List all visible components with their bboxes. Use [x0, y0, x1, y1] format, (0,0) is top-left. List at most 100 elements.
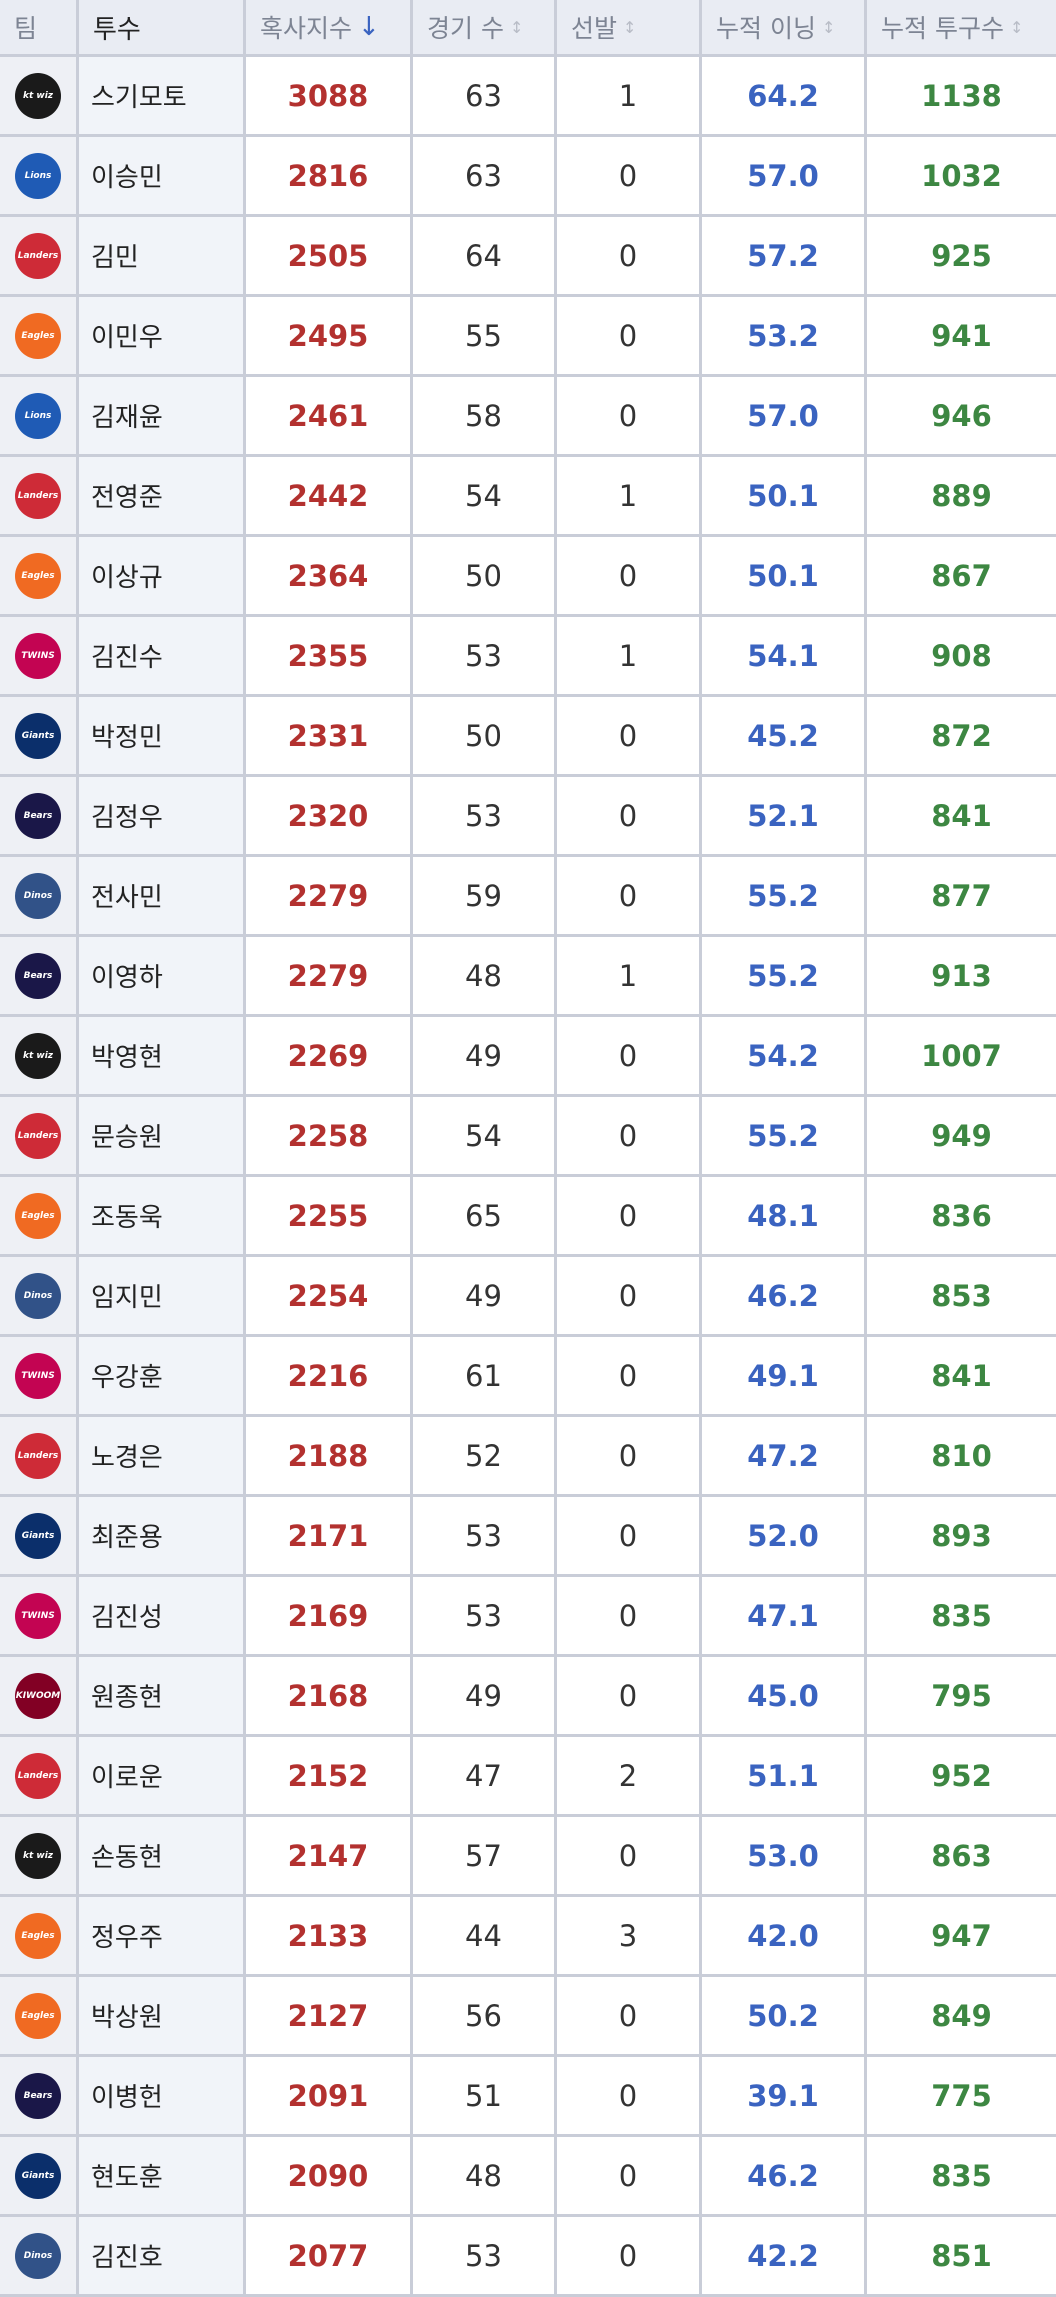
games: 49	[413, 1017, 557, 1094]
header-label: 경기 수	[427, 14, 504, 43]
team-logo: Lions	[15, 152, 61, 199]
team-cell: Landers	[0, 457, 79, 534]
team-cell: Giants	[0, 1497, 79, 1574]
innings: 45.0	[702, 1657, 867, 1734]
games: 54	[413, 1097, 557, 1174]
abuse-index: 2216	[246, 1337, 413, 1414]
pitcher-name: 김진호	[79, 2217, 246, 2294]
abuse-index: 2331	[246, 697, 413, 774]
abuse-index: 2505	[246, 217, 413, 294]
games: 57	[413, 1817, 557, 1894]
header-cell[interactable]: 혹사지수 ↓	[246, 0, 413, 54]
games: 53	[413, 2217, 557, 2294]
team-logo: Landers	[15, 472, 61, 519]
header-cell[interactable]: 선발 ↕	[557, 0, 702, 54]
starts: 0	[557, 1177, 702, 1254]
starts: 0	[557, 1577, 702, 1654]
header-cell: 팀	[0, 0, 79, 54]
abuse-index: 2255	[246, 1177, 413, 1254]
games: 53	[413, 617, 557, 694]
innings: 47.1	[702, 1577, 867, 1654]
team-cell: Landers	[0, 217, 79, 294]
pitcher-row: Eagles 이민우 2495 55 0 53.2 941	[0, 297, 1056, 377]
team-cell: kt wiz	[0, 57, 79, 134]
team-cell: Eagles	[0, 297, 79, 374]
pitches: 877	[931, 878, 992, 913]
team-cell: Landers	[0, 1097, 79, 1174]
games: 64	[413, 217, 557, 294]
games: 48	[413, 2137, 557, 2214]
games: 53	[413, 1497, 557, 1574]
games: 63	[413, 137, 557, 214]
sort-icon[interactable]: ↕	[1009, 17, 1024, 37]
pitcher-row: Eagles 이상규 2364 50 0 50.1 867	[0, 537, 1056, 617]
team-logo: Eagles	[15, 1912, 61, 1959]
games: 52	[413, 1417, 557, 1494]
sort-icon[interactable]: ↕	[509, 17, 524, 37]
team-logo: Eagles	[15, 1992, 61, 2039]
team-logo: TWINS	[15, 1352, 61, 1399]
team-cell: Lions	[0, 137, 79, 214]
pitcher-row: Giants 박정민 2331 50 0 45.2 872	[0, 697, 1056, 777]
innings: 53.0	[702, 1817, 867, 1894]
pitcher-row: Dinos 김진호 2077 53 0 42.2 851	[0, 2217, 1056, 2297]
pitcher-row: Bears 김정우 2320 53 0 52.1 841	[0, 777, 1056, 857]
pitches: 1007	[921, 1038, 1002, 1073]
abuse-index: 2495	[246, 297, 413, 374]
header-cell[interactable]: 경기 수 ↕	[413, 0, 557, 54]
starts: 0	[557, 137, 702, 214]
innings: 45.2	[702, 697, 867, 774]
innings: 51.1	[702, 1737, 867, 1814]
innings: 48.1	[702, 1177, 867, 1254]
abuse-index: 2258	[246, 1097, 413, 1174]
games: 61	[413, 1337, 557, 1414]
abuse-index: 2355	[246, 617, 413, 694]
team-cell: Landers	[0, 1417, 79, 1494]
starts: 0	[557, 1097, 702, 1174]
games: 53	[413, 777, 557, 854]
sort-icon[interactable]: ↓	[358, 12, 380, 42]
team-cell: Eagles	[0, 1977, 79, 2054]
team-cell: Dinos	[0, 2217, 79, 2294]
pitcher-row: Giants 현도훈 2090 48 0 46.2 835	[0, 2137, 1056, 2217]
team-cell: Eagles	[0, 1897, 79, 1974]
header-cell[interactable]: 누적 투구수 ↕	[867, 0, 1056, 54]
starts: 0	[557, 2057, 702, 2134]
starts: 0	[557, 1257, 702, 1334]
team-logo: Eagles	[15, 552, 61, 599]
pitcher-name: 전영준	[79, 457, 246, 534]
starts: 0	[557, 857, 702, 934]
sort-icon[interactable]: ↕	[623, 17, 637, 37]
pitcher-name: 이승민	[79, 137, 246, 214]
pitches: 835	[931, 1598, 992, 1633]
starts: 1	[557, 57, 702, 134]
header-cell[interactable]: 누적 이닝 ↕	[702, 0, 867, 54]
pitches: 853	[931, 1278, 992, 1313]
pitcher-name: 김정우	[79, 777, 246, 854]
team-logo: kt wiz	[15, 72, 61, 119]
innings: 57.2	[702, 217, 867, 294]
innings: 64.2	[702, 57, 867, 134]
pitches: 913	[931, 958, 992, 993]
abuse-index: 2147	[246, 1817, 413, 1894]
pitches: 867	[931, 558, 992, 593]
header-label: 선발	[571, 14, 618, 43]
pitches: 863	[931, 1838, 992, 1873]
innings: 46.2	[702, 2137, 867, 2214]
starts: 0	[557, 1977, 702, 2054]
team-cell: TWINS	[0, 1337, 79, 1414]
team-logo: Eagles	[15, 1192, 61, 1239]
starts: 1	[557, 617, 702, 694]
games: 58	[413, 377, 557, 454]
starts: 0	[557, 297, 702, 374]
team-cell: Landers	[0, 1737, 79, 1814]
games: 49	[413, 1657, 557, 1734]
pitches: 851	[931, 2238, 992, 2273]
abuse-index: 2254	[246, 1257, 413, 1334]
pitcher-name: 박영현	[79, 1017, 246, 1094]
sort-icon[interactable]: ↕	[821, 17, 836, 37]
team-logo: Dinos	[15, 872, 61, 919]
starts: 0	[557, 1337, 702, 1414]
abuse-index: 2077	[246, 2217, 413, 2294]
pitcher-row: Eagles 정우주 2133 44 3 42.0 947	[0, 1897, 1056, 1977]
